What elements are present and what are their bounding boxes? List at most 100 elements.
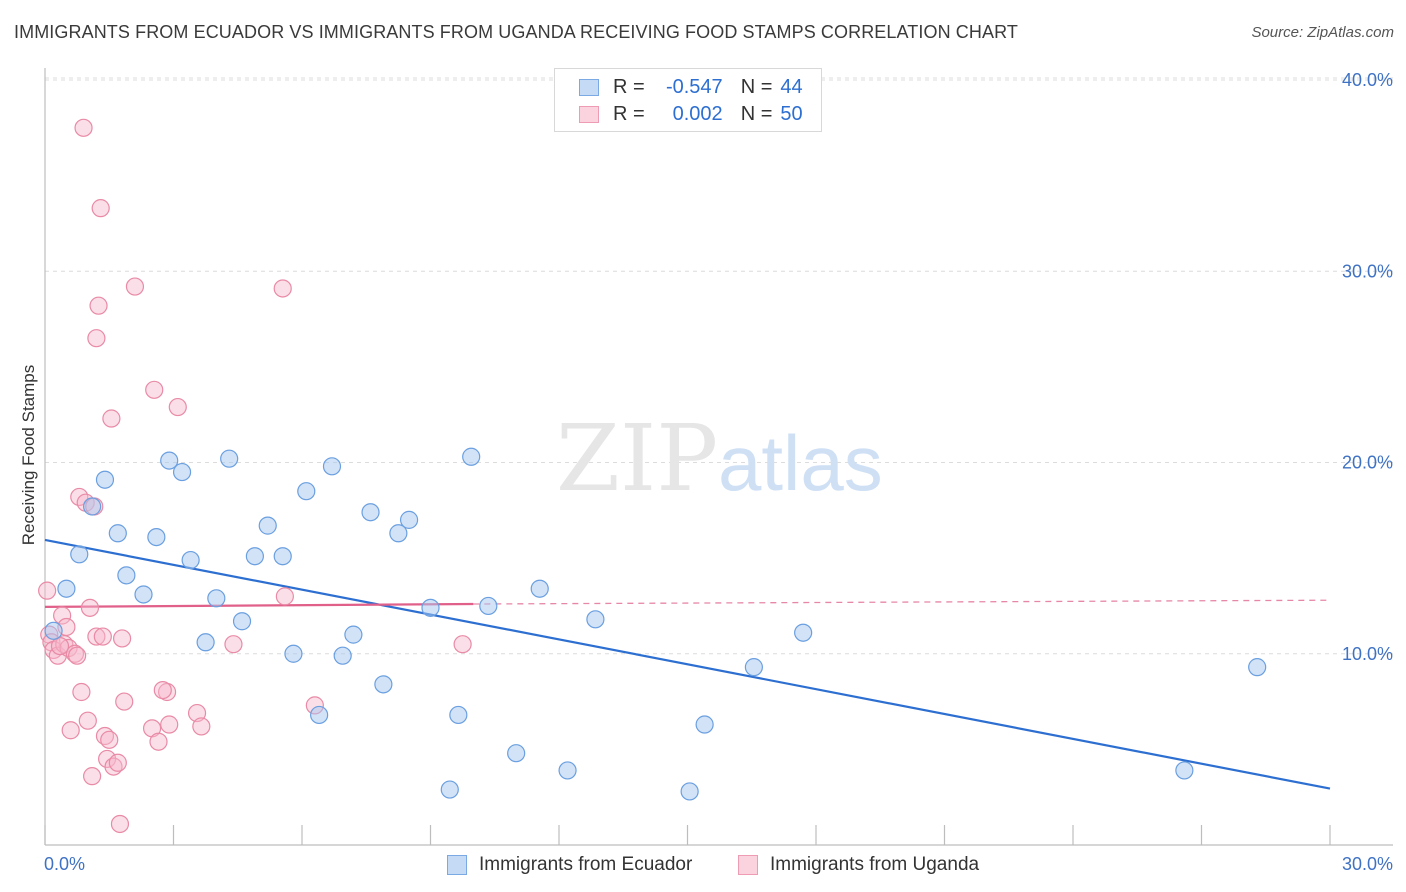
legend-swatch-ecuador [579,78,599,96]
ecuador-point [322,457,342,476]
ecuador-point [440,780,459,799]
chart-title: IMMIGRANTS FROM ECUADOR VS IMMIGRANTS FR… [14,22,1018,42]
uganda-point [50,636,70,656]
bottom-legend-ecuador: Immigrants from Ecuador [447,852,692,878]
ecuador-point [83,497,102,516]
uganda-point [72,682,91,702]
legend-r-ecuador: -0.547 [665,75,723,98]
watermark-atlas: atlas [718,419,883,507]
legend-swatch-uganda [579,105,599,123]
uganda-point [160,715,179,734]
uganda-point [78,711,97,730]
uganda-point [192,717,211,736]
ecuador-point [389,524,408,543]
ecuador-point [181,550,200,570]
ecuador-point [172,462,192,482]
uganda-point [61,721,80,740]
uganda-point [87,329,106,348]
uganda-point [108,753,127,772]
bottom-legend-label-uganda: Immigrants from Uganda [770,854,980,875]
uganda-point [93,627,112,646]
ecuador-point [361,503,380,522]
ecuador-point [1175,761,1194,780]
ecuador-point [530,579,549,598]
uganda-point [275,587,294,606]
trend-lines [44,538,1331,790]
uganda-point [74,118,93,137]
ecuador-point [794,623,813,642]
ecuador-point [284,644,303,663]
ecuador-points [44,447,1267,801]
uganda-point [110,814,130,834]
ecuador-point [220,449,239,468]
uganda-point [87,627,106,646]
uganda-point [38,581,57,600]
ecuador-point [462,447,481,466]
ecuador-point [57,579,76,598]
legend-n-label: N = [740,102,773,125]
watermark-zip: ZIP [556,405,718,512]
ecuador-point [70,545,89,564]
uganda-point [80,598,100,617]
uganda-point [168,397,187,417]
ecuador-point [586,610,605,629]
legend-n-ecuador: 44 [780,75,803,98]
ecuador-point [297,482,316,501]
ecuador-point [344,625,363,644]
ecuador-trend-line [44,538,1331,790]
legend-r-label: R = [613,102,645,125]
source-label: Source: ZipAtlas.com [1251,24,1394,41]
uganda-point [83,767,102,786]
uganda-points [38,118,472,834]
ecuador-point [507,744,526,763]
legend-row-uganda: R = 0.002 N = 50 [579,101,803,127]
axes [44,68,1393,846]
legend-n-label: N = [740,75,773,98]
legend-r-label: R = [613,75,645,98]
uganda-point [112,629,132,648]
uganda-point [53,606,72,625]
ecuador-point [160,451,179,470]
y-tick-label: 30.0% [1342,261,1393,281]
uganda-point [453,635,472,654]
bottom-legend-swatch-ecuador [447,855,467,875]
legend-n-uganda: 50 [780,102,803,125]
ecuador-point [479,596,498,616]
ecuador-point [744,658,763,677]
ecuador-point [1248,658,1267,677]
y-tick-label: 40.0% [1342,70,1393,90]
ecuador-point [680,782,699,801]
x-tick-left: 0.0% [44,854,85,874]
ecuador-point [374,675,393,694]
ecuador-point [273,547,292,566]
uganda-point [187,703,207,723]
legend-row-ecuador: R = -0.547 N = 44 [579,74,803,100]
ecuador-point [117,566,136,585]
ecuador-point [310,705,329,725]
uganda-point [102,409,121,428]
uganda-point [89,296,108,315]
watermark: ZIP atlas [556,405,883,512]
bottom-legend-label-ecuador: Immigrants from Ecuador [479,854,693,875]
uganda-point [100,730,119,749]
uganda-point [149,732,168,751]
uganda-trend-extension [473,599,1331,605]
ecuador-point [245,547,264,566]
ecuador-point [207,589,226,608]
y-axis-label: Receiving Food Stamps [19,365,38,545]
ecuador-point [147,527,166,547]
uganda-point [125,277,145,296]
ecuador-point [558,761,577,780]
y-tick-labels: 10.0% 20.0% 30.0% 40.0% [1342,70,1393,664]
ecuador-point [695,715,714,734]
y-tick-label: 20.0% [1342,453,1393,473]
ecuador-point [196,633,215,652]
uganda-point [224,635,243,654]
ecuador-point [134,585,153,604]
uganda-point [153,680,172,700]
uganda-trend-line [44,602,474,608]
ecuador-point [399,510,419,529]
bottom-legend-swatch-uganda [738,855,758,875]
ecuador-point [449,705,468,725]
